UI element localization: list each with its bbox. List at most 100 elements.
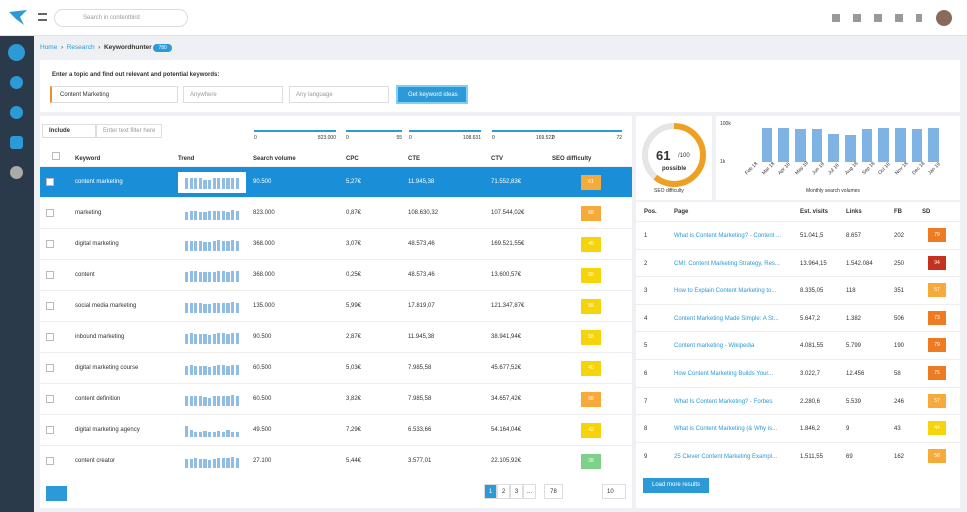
keyword-row[interactable]: digital marketing 368.000 3,07€ 48.573,46 16… [40, 228, 632, 259]
nav-item[interactable] [10, 76, 23, 89]
nav-settings[interactable] [10, 166, 23, 179]
slider-track[interactable] [552, 130, 622, 132]
column-header[interactable]: Trend [178, 156, 195, 162]
sd-badge: 44 [928, 421, 946, 436]
nav-item[interactable] [10, 136, 23, 149]
topic-input[interactable]: Content Marketing [50, 86, 178, 103]
trend-bar [194, 365, 198, 375]
volume: 368.000 [253, 272, 275, 278]
header-checkbox[interactable] [52, 152, 60, 160]
slider-track[interactable] [346, 130, 402, 132]
text-filter[interactable]: Enter text filter here [96, 124, 162, 138]
icons[interactable] [832, 14, 922, 22]
page-link[interactable]: What is Content Marketing (& Why is... [674, 426, 778, 433]
ctv: 13.600,57€ [491, 272, 522, 278]
page-link[interactable]: What Is Content Marketing? - Forbes [674, 398, 773, 405]
slider-track[interactable] [409, 130, 481, 132]
serp-row: 8 What is Content Marketing (& Why is... 1… [636, 414, 960, 441]
slider-min: 0 [552, 135, 555, 141]
page-button[interactable]: ... [523, 484, 536, 499]
sd-badge: 58 [928, 448, 946, 463]
links: 12.456 [846, 371, 865, 377]
column-header[interactable]: SEO difficulty [552, 156, 592, 162]
position: 5 [644, 343, 648, 350]
keyword-row[interactable]: marketing 823.000 0,87€ 108.630,32 107.544,0… [40, 197, 632, 228]
column-header[interactable]: Search volume [253, 156, 296, 162]
keyword-row[interactable]: content definition 60.500 3,82€ 7.985,58 34.… [40, 383, 632, 414]
column-header[interactable]: Keyword [75, 156, 101, 162]
column-header: Page [674, 209, 689, 215]
page-link[interactable]: How to Explain Content Marketing to... [674, 288, 777, 295]
trend-bar [221, 211, 225, 220]
trend-bar [231, 302, 235, 313]
difficulty-badge: 55 [581, 330, 601, 345]
row-checkbox[interactable] [46, 426, 54, 434]
page-link[interactable]: What is Content Marketing? - Content ... [674, 233, 782, 239]
page-button[interactable]: 78 [544, 484, 563, 499]
page-link[interactable]: Content marketing - Wikipedia [674, 343, 755, 350]
volume: 90.500 [253, 334, 272, 340]
serp-row: 1 What is Content Marketing? - Content ..… [636, 221, 960, 248]
page-button[interactable]: 2 [497, 484, 510, 499]
trend-bar [208, 334, 212, 344]
trend-bar [203, 397, 207, 406]
row-checkbox[interactable] [46, 364, 54, 372]
difficulty-badge: 55 [581, 299, 601, 314]
bar [811, 128, 823, 162]
keyword: marketing [75, 210, 102, 216]
slider-track[interactable] [254, 130, 336, 132]
cpc: 5,27€ [346, 179, 362, 185]
include-select[interactable]: Include [42, 124, 96, 138]
slider-track[interactable] [492, 130, 554, 132]
avatar[interactable] [936, 10, 952, 26]
keyword-row[interactable]: digital marketing course 60.500 5,03€ 7.985… [40, 352, 632, 383]
per-page[interactable]: 10 [602, 484, 626, 499]
page-link[interactable]: 25 Clever Content Marketing Exampl... [674, 453, 778, 460]
gauge-arc [642, 123, 706, 187]
language-select[interactable]: Any language [289, 86, 389, 103]
page-button[interactable]: 3 [510, 484, 523, 499]
trend-bar [212, 365, 216, 375]
row-checkbox[interactable] [46, 302, 54, 310]
keyword-row[interactable]: content 368.000 0,25€ 48.573,46 13.600,57€ 55 [40, 259, 632, 290]
column-header[interactable]: CTV [491, 156, 503, 162]
row-checkbox[interactable] [46, 457, 54, 465]
row-checkbox[interactable] [46, 178, 54, 186]
page-button[interactable]: 1 [484, 484, 497, 499]
trend-bar [226, 178, 230, 189]
keyword-row[interactable]: content marketing 90.500 5,27€ 11.945,38 71.… [40, 166, 632, 197]
nav-item[interactable] [10, 106, 23, 119]
page-link[interactable]: Content Marketing Made Simple: A St... [674, 315, 779, 322]
bulk-action[interactable] [46, 486, 67, 501]
keyword-row[interactable]: content creator 27.100 5,44€ 3.577,01 22.105… [40, 445, 632, 476]
row-checkbox[interactable] [46, 333, 54, 341]
slider-max: 55 [396, 135, 402, 141]
load-more-button[interactable]: Load more results [643, 478, 709, 493]
trend-bar [231, 178, 235, 189]
row-checkbox[interactable] [46, 395, 54, 403]
cte: 11.945,38 [408, 334, 435, 340]
crumb[interactable]: Home [40, 44, 58, 51]
row-checkbox[interactable] [46, 209, 54, 217]
keyword: content [75, 272, 95, 278]
row-checkbox[interactable] [46, 271, 54, 279]
menu-icon[interactable] [38, 13, 47, 21]
include: Include [49, 128, 71, 134]
column-header[interactable]: CTE [408, 156, 420, 162]
trend-bar [217, 365, 221, 375]
keyword-row[interactable]: digital marketing agency 49.500 7,29€ 6.533… [40, 414, 632, 445]
position: 1 [644, 233, 648, 239]
keyword-row[interactable]: inbound marketing 90.500 2,87€ 11.945,38 38.… [40, 321, 632, 352]
location-select[interactable]: Anywhere [183, 86, 283, 103]
trend-bar [235, 395, 239, 406]
crumb[interactable]: Research [66, 44, 95, 51]
column-header[interactable]: CPC [346, 156, 359, 162]
trend-bar [217, 431, 221, 437]
row-checkbox[interactable] [46, 240, 54, 248]
keyword-row[interactable]: social media marketing 135.000 5,99€ 17.819… [40, 290, 632, 321]
nav-search[interactable] [8, 44, 25, 61]
page-link[interactable]: CMI: Content Marketing Strategy, Res... [674, 260, 780, 267]
get-ideas-button[interactable]: Get keyword ideas [396, 85, 468, 104]
page-link[interactable]: How Content Marketing Builds Your... [674, 371, 774, 377]
search-box[interactable]: Search in contentbird [54, 9, 188, 27]
